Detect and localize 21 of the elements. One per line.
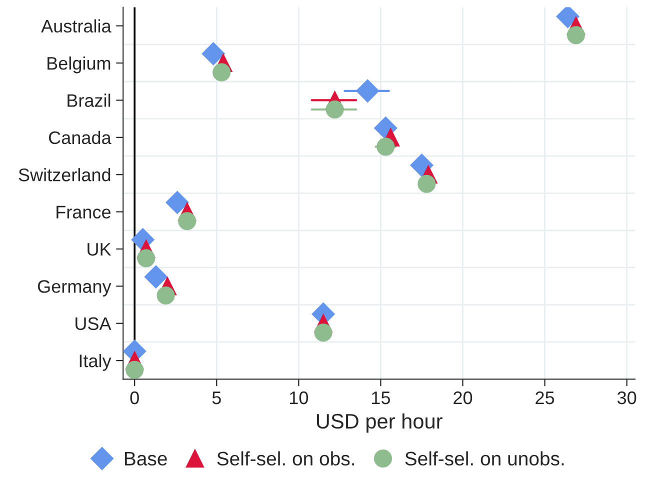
x-tick-label: 15 [372,392,390,404]
x-tick-label: 30 [617,391,636,404]
legend-label: Self-sel. on obs. [217,451,354,466]
y-tick-label: USA [76,317,112,330]
x-tick-label: 25 [536,391,554,404]
y-tick-label: France [56,206,111,219]
y-tick-label: Germany [38,280,112,296]
x-tick-label: 10 [290,391,308,404]
y-tick-label: Belgium [48,56,110,74]
y-tick-label: Italy [80,354,112,371]
y-tick-label: Switzerland [18,168,110,182]
x-axis-title: USD per hour [317,413,442,433]
y-tick-label: Brazil [68,94,110,107]
y-tick-label: Canada [48,130,112,144]
y-tick-label: Australia [41,19,112,33]
x-tick-label: 0 [130,391,139,404]
legend-label: Base [125,452,167,466]
y-tick-label: UK [88,243,112,256]
legend-label: Self-sel. on unobs. [405,451,564,466]
x-tick-label: 5 [212,392,221,404]
x-tick-label: 20 [454,391,472,404]
